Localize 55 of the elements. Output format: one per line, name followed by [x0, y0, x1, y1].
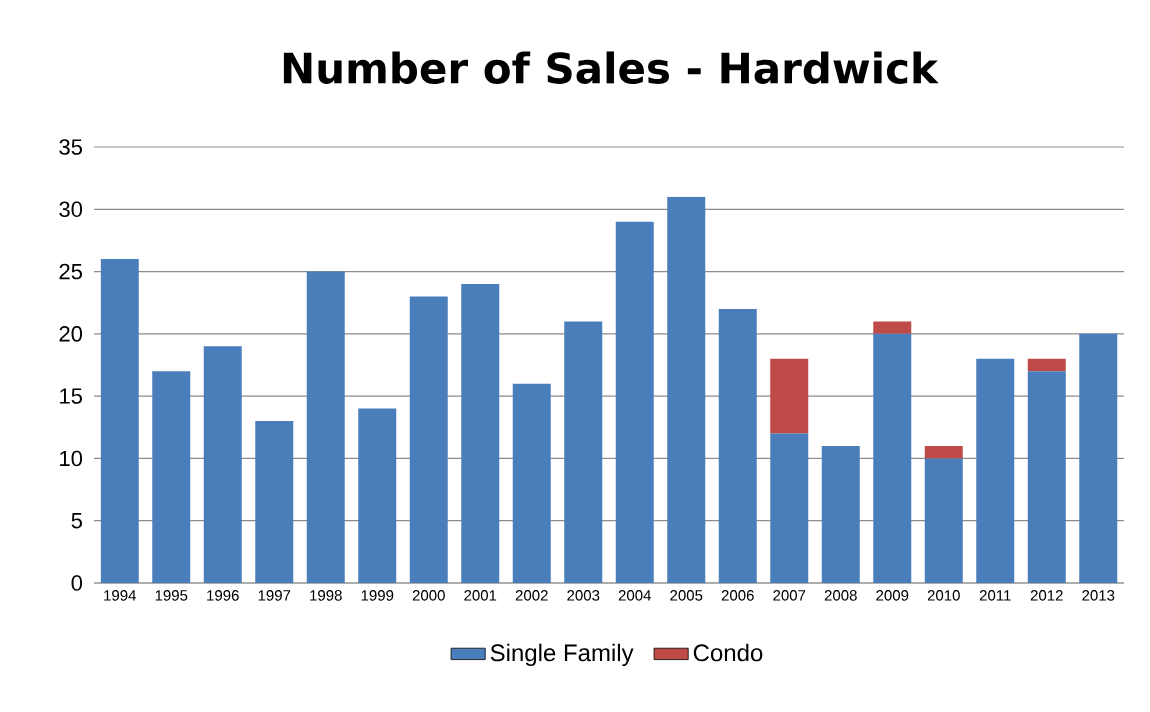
x-tick-label: 2001: [464, 590, 497, 601]
x-tick-label: 1995: [155, 590, 188, 601]
bar: [100, 259, 139, 583]
bar: [306, 271, 345, 583]
chart-title: Number of Sales - Hardwick: [283, 51, 939, 84]
bar: [873, 321, 912, 334]
legend-label: Single Family: [490, 643, 634, 667]
bar: [152, 371, 191, 583]
bar: [667, 196, 706, 583]
bar: [1079, 333, 1118, 583]
bar: [1027, 358, 1066, 372]
x-tick-label: 2004: [618, 590, 651, 601]
x-tick-label: 2002: [515, 590, 548, 601]
x-tick-label: 1997: [258, 590, 291, 601]
y-tick-label: 15: [60, 388, 82, 404]
bar: [1027, 371, 1066, 583]
x-tick-label: 2010: [927, 590, 960, 601]
x-tick-label: 1994: [104, 590, 136, 601]
x-tick-label: 2013: [1082, 590, 1115, 601]
bar: [770, 358, 809, 434]
bar: [718, 308, 757, 583]
bar: [924, 458, 963, 583]
x-tick-label: 2007: [773, 590, 806, 601]
x-tick-label: 1999: [361, 590, 394, 601]
y-tick-label: 25: [59, 263, 82, 280]
x-tick-label: 1998: [310, 590, 342, 601]
bar: [821, 445, 860, 583]
bar: [255, 421, 294, 583]
y-tick-label: 30: [59, 201, 83, 218]
bar: [512, 383, 551, 583]
x-tick-label: 2000: [412, 590, 445, 601]
y-tick-label: 35: [59, 139, 82, 155]
bar: [615, 221, 654, 583]
x-tick-label: 2006: [721, 590, 754, 601]
legend-label: Condo: [693, 643, 763, 662]
y-tick-label: 20: [59, 326, 83, 342]
bar: [409, 296, 448, 583]
bar: [924, 445, 963, 459]
bar: [461, 284, 500, 583]
x-tick-label: 2003: [567, 590, 600, 601]
y-tick-label: 5: [71, 513, 82, 529]
bar: [564, 321, 603, 583]
y-tick-label: 10: [60, 450, 83, 467]
x-tick-label: 2005: [670, 590, 703, 601]
bar: [358, 408, 397, 583]
bar: [770, 433, 809, 583]
bar: [873, 333, 912, 583]
bar: [976, 358, 1015, 583]
x-tick-label: 2009: [876, 590, 909, 601]
x-tick-label: 2011: [979, 590, 1011, 601]
bar: [203, 346, 242, 583]
x-tick-label: 1996: [207, 590, 239, 601]
x-tick-label: 2012: [1030, 590, 1063, 601]
y-tick-label: 0: [71, 575, 83, 591]
x-tick-label: 2008: [824, 590, 857, 601]
